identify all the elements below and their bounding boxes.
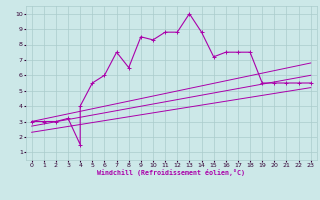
X-axis label: Windchill (Refroidissement éolien,°C): Windchill (Refroidissement éolien,°C): [97, 169, 245, 176]
